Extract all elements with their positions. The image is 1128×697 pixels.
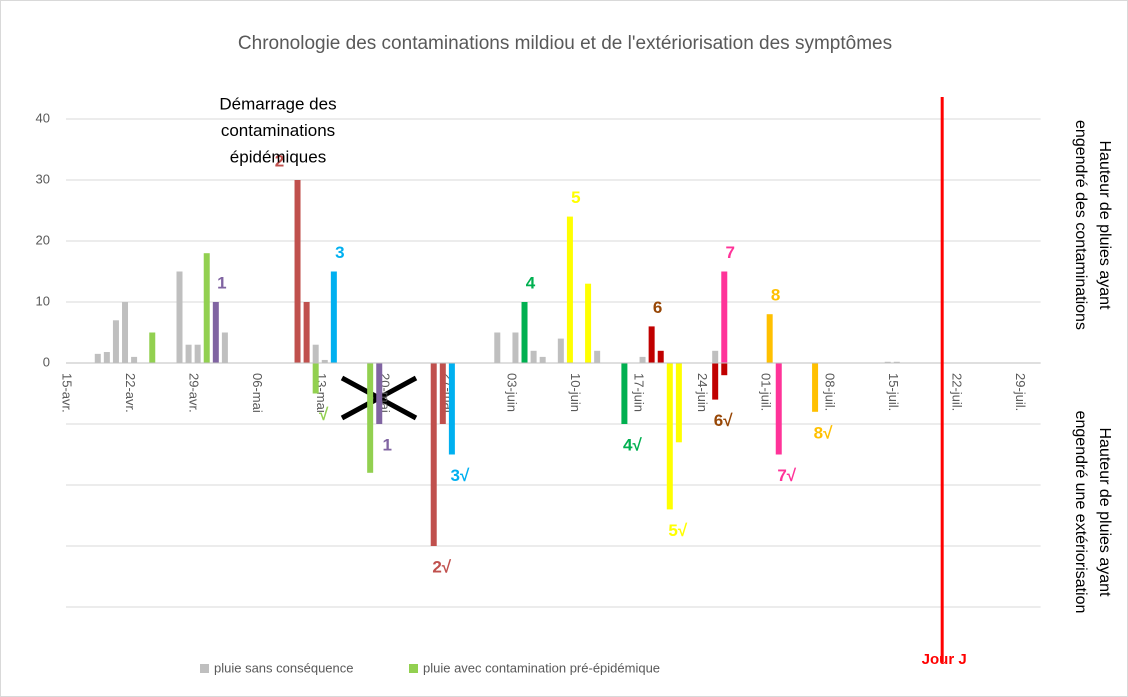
bar <box>176 271 183 363</box>
bar <box>585 283 592 363</box>
series-label: √ <box>319 405 329 424</box>
bar <box>367 363 374 473</box>
bar <box>439 363 446 424</box>
chart-title: Chronologie des contaminations mildiou e… <box>238 33 892 54</box>
bar <box>657 350 664 363</box>
series-label: 8 <box>771 286 780 305</box>
bar <box>103 352 110 363</box>
x-tick-label: 15-juil. <box>886 373 901 411</box>
x-tick-label: 08-juil. <box>822 373 837 411</box>
x-tick-label: 24-juin <box>695 373 710 412</box>
bar <box>376 363 383 424</box>
y-tick-label: 10 <box>36 293 50 308</box>
bar <box>666 363 673 510</box>
series-label: 1 <box>217 273 226 292</box>
legend-swatch <box>200 664 209 673</box>
bar <box>494 332 501 363</box>
bar <box>675 363 682 443</box>
bar <box>521 302 528 363</box>
annotation: Démarrage des <box>219 94 336 113</box>
bar <box>122 302 129 363</box>
bar <box>639 356 646 363</box>
bar <box>712 350 719 363</box>
y-axis-title: engendré une extériorisation <box>1072 411 1089 614</box>
bar <box>430 363 437 546</box>
series-label: 2 <box>275 151 284 170</box>
bar <box>721 271 728 363</box>
x-tick-label: 10-juin <box>568 373 583 412</box>
bar <box>112 320 119 363</box>
x-tick-label: 17-juin <box>632 373 647 412</box>
x-tick-label: 22-juil. <box>949 373 964 411</box>
series-label: 4√ <box>623 435 642 454</box>
bar <box>712 363 719 400</box>
x-tick-label: 22-avr. <box>123 373 138 413</box>
bar <box>812 363 819 412</box>
series-label: 4 <box>526 273 536 292</box>
y-tick-label: 30 <box>36 171 50 186</box>
bar <box>131 356 138 363</box>
bar <box>766 314 773 363</box>
bar <box>721 363 728 376</box>
series-label: 3√ <box>450 466 469 485</box>
bar <box>321 359 328 363</box>
series-label: 7√ <box>777 466 796 485</box>
bar <box>303 302 310 363</box>
series-label: 5√ <box>668 521 687 540</box>
bar <box>212 302 219 363</box>
series-label: 2√ <box>432 557 451 576</box>
bar <box>648 326 655 363</box>
series-label: 8√ <box>814 423 833 442</box>
series-label: 6 <box>653 298 662 317</box>
series-label: 1 <box>383 435 392 454</box>
bar <box>594 350 601 363</box>
bar <box>221 332 228 363</box>
x-tick-label: 01-juil. <box>759 373 774 411</box>
y-axis-title: Hauteur de pluies ayant <box>1096 141 1113 311</box>
bar <box>621 363 628 424</box>
annotation: épidémiques <box>230 147 326 166</box>
annotation: contaminations <box>221 121 335 140</box>
bar <box>185 344 192 363</box>
bar <box>448 363 455 455</box>
bar <box>149 332 156 363</box>
bar <box>312 363 319 394</box>
x-tick-label: 03-juin <box>504 373 519 412</box>
y-tick-label: 0 <box>43 354 50 369</box>
bar <box>884 361 891 363</box>
bar <box>539 356 546 363</box>
bar <box>312 344 319 363</box>
y-tick-label: 40 <box>36 110 50 125</box>
legend-swatch <box>409 664 418 673</box>
bar <box>557 338 564 363</box>
y-axis-title: engendré des contaminations <box>1072 120 1089 330</box>
series-label: 6√ <box>714 411 733 430</box>
legend-label: pluie sans conséquence <box>214 660 354 675</box>
bar <box>893 361 900 363</box>
y-tick-label: 20 <box>36 232 50 247</box>
bar <box>566 216 573 363</box>
bar <box>203 253 210 363</box>
x-tick-label: 15-avr. <box>60 373 75 413</box>
bar <box>94 353 101 363</box>
bar <box>330 271 337 363</box>
series-label: 5 <box>571 188 580 207</box>
bar <box>512 332 519 363</box>
x-tick-label: 29-juil. <box>1013 373 1028 411</box>
legend-label: pluie avec contamination pré-épidémique <box>423 660 660 675</box>
bar <box>775 363 782 455</box>
series-label: 3 <box>335 243 344 262</box>
x-tick-label: 06-mai <box>250 373 265 413</box>
jour-j-label: Jour J <box>922 651 967 668</box>
bar <box>294 180 301 363</box>
series-label: 7 <box>726 243 735 262</box>
x-tick-label: 29-avr. <box>187 373 202 413</box>
y-axis-title: Hauteur de pluies ayant <box>1096 428 1113 598</box>
bar <box>530 350 537 363</box>
bar <box>194 344 201 363</box>
